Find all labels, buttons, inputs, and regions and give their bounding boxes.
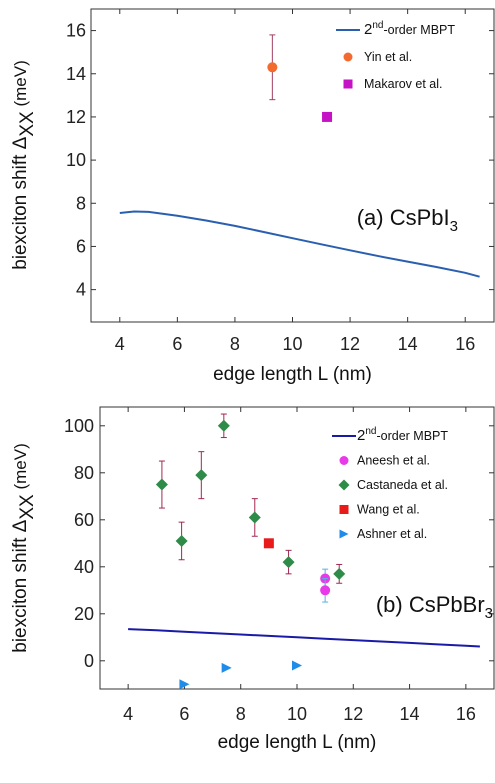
y-axis-label: biexciton shift ΔXX (meV): [10, 443, 38, 652]
legend-marker-square: [339, 505, 349, 514]
legend-label: Castaneda et al.: [357, 478, 448, 492]
y-tick-label: 60: [74, 510, 94, 530]
x-tick-label: 10: [287, 704, 307, 724]
plot-frame: [90, 8, 495, 323]
legend-label-sup: nd: [372, 20, 383, 31]
legend-label-sup: nd: [365, 426, 376, 437]
x-tick-label: 10: [282, 334, 302, 354]
y-tick-label: 6: [76, 236, 86, 256]
data-point-diamond: [282, 556, 295, 569]
legend-label-rest: -order MBPT: [376, 429, 448, 443]
y-axis-label-main: biexciton shift: [10, 532, 31, 652]
legend-label: Aneesh et al.: [357, 454, 430, 468]
y-axis-label-symbol: Δ: [10, 136, 31, 149]
y-tick-label: 8: [76, 193, 86, 213]
y-axis-label-unit: (meV): [11, 443, 30, 494]
legend-label: Yin et al.: [364, 50, 412, 64]
legend-label: Makarov et al.: [364, 77, 443, 91]
x-axis-label: edge length L (nm): [218, 732, 377, 753]
legend-marker-circle: [343, 52, 353, 62]
x-tick-label: 8: [236, 704, 246, 724]
y-axis-label-main: biexciton shift: [10, 149, 31, 269]
panel-label-main: (b) CsPbBr: [376, 592, 485, 617]
data-point-diamond: [155, 478, 168, 491]
x-tick-label: 12: [340, 334, 360, 354]
data-point-square: [263, 538, 274, 549]
chart-panel-b: 4 6 8 10 12 14 16 0 20 40 60 80 100 edge length L (nm…: [10, 406, 495, 753]
data-point-triangle-right: [221, 662, 232, 673]
panel-label-subscript: 3: [450, 218, 458, 235]
y-axis-label: biexciton shift ΔXX (meV): [10, 60, 38, 269]
plot-frame: [99, 406, 495, 690]
x-tick-label: 14: [398, 334, 418, 354]
y-tick-label: 4: [76, 280, 86, 300]
series-line-mbpt: [119, 210, 480, 278]
data-point-diamond: [195, 469, 208, 482]
legend-label: 2nd-order MBPT: [364, 20, 455, 38]
x-tick-label: 6: [179, 704, 189, 724]
legend-label: 2nd-order MBPT: [357, 426, 448, 444]
legend-label-main: 2: [357, 427, 365, 444]
legend-marker-triangle-right: [339, 529, 349, 539]
panel-label-main: (a) CsPbI: [357, 205, 450, 230]
legend-label: Ashner et al.: [357, 527, 427, 541]
y-tick-label: 0: [84, 651, 94, 671]
x-tick-label: 4: [115, 334, 125, 354]
x-tick-label: 16: [455, 334, 475, 354]
legend-label-main: 2: [364, 21, 372, 38]
x-tick-label: 8: [230, 334, 240, 354]
data-point-diamond: [248, 511, 261, 524]
legend: 2nd-order MBPT Aneesh et al. Castaneda et …: [332, 426, 448, 541]
x-tick-label: 12: [343, 704, 363, 724]
data-point-triangle-right: [179, 679, 190, 690]
series-line-mbpt: [128, 628, 480, 648]
y-tick-label: 80: [74, 463, 94, 483]
data-point-circle: [320, 585, 331, 596]
y-tick-label: 40: [74, 557, 94, 577]
y-axis-label-subscript: XX: [17, 111, 38, 137]
x-tick-label: 6: [172, 334, 182, 354]
y-tick-label: 16: [66, 21, 86, 41]
y-tick-label: 10: [66, 150, 86, 170]
data-point-diamond: [217, 419, 230, 432]
x-axis-label: edge length L (nm): [213, 364, 372, 385]
y-tick-label: 100: [64, 416, 94, 436]
y-tick-label: 12: [66, 107, 86, 127]
y-axis-label-symbol: Δ: [10, 519, 31, 532]
y-axis-label-subscript: XX: [17, 494, 38, 520]
legend-marker-circle: [339, 456, 349, 465]
data-point-diamond: [175, 534, 188, 547]
chart-panel-a: 4 6 8 10 12 14 16 4 6 8 10 12 14 16 edge length L (nm)…: [10, 8, 495, 385]
x-tick-label: 14: [400, 704, 420, 724]
legend-marker-diamond: [338, 479, 350, 491]
legend: 2nd-order MBPT Yin et al. Makarov et al.: [336, 20, 455, 91]
data-point-circle: [267, 62, 278, 73]
y-axis-label-unit: (meV): [11, 60, 30, 111]
legend-label: Wang et al.: [357, 503, 420, 517]
y-tick-label: 14: [66, 64, 86, 84]
legend-label-rest: -order MBPT: [383, 23, 455, 37]
panel-label: (a) CsPbI3: [357, 205, 458, 235]
panel-label-subscript: 3: [485, 605, 493, 622]
x-tick-label: 16: [456, 704, 476, 724]
y-tick-label: 20: [74, 604, 94, 624]
panel-label: (b) CsPbBr3: [376, 592, 493, 622]
data-point-square: [322, 111, 333, 122]
data-point-triangle-right: [292, 660, 302, 671]
data-point-diamond: [333, 567, 346, 580]
legend-marker-square: [343, 79, 353, 89]
x-tick-label: 4: [123, 704, 133, 724]
